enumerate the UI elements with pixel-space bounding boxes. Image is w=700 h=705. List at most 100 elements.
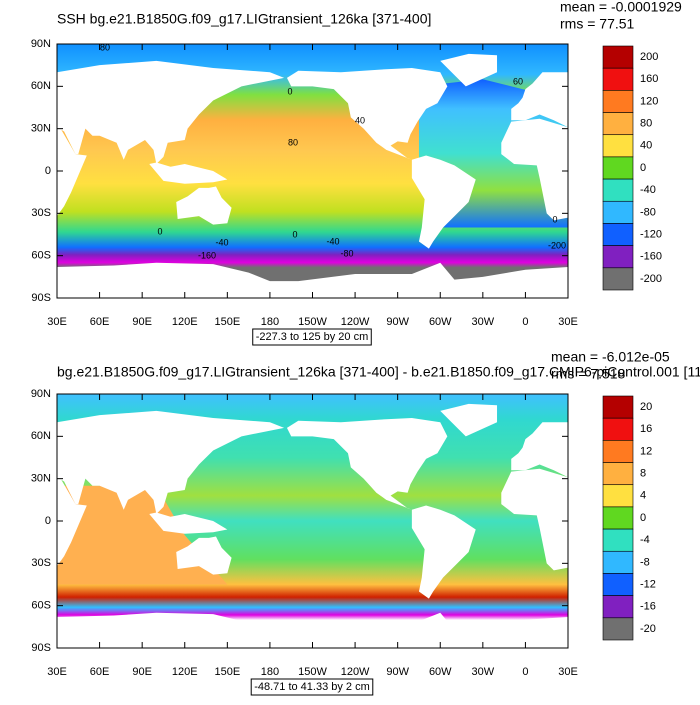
panel-title: bg.e21.B1850G.f09_g17.LIGtransient_126ka… [57,364,700,380]
mean-stat: mean = -0.0001929 [560,0,682,15]
lat-label: 60N [31,430,51,442]
land [511,422,568,478]
colorbar-box [602,45,634,69]
lon-label: 60W [429,316,452,328]
land [411,155,476,249]
colorbar-label: 200 [640,51,658,63]
lon-label: 0 [522,666,528,678]
colorbar-box [602,267,634,291]
colorbar-label: 16 [640,423,652,435]
colorbar-box [602,617,634,641]
contour-info: -227.3 to 125 by 20 cm [256,331,369,343]
colorbar-box [602,506,634,530]
colorbar-box [602,112,634,136]
land [149,162,228,184]
colorbar-label: 80 [640,118,652,130]
colorbar-label: -20 [640,623,656,635]
colorbar-label: -80 [640,206,656,218]
colorbar-label: -40 [640,184,656,196]
colorbar-box [602,134,634,158]
lon-label: 60E [90,316,110,328]
colorbar-label: -160 [640,251,662,263]
colorbar-label: 40 [640,140,652,152]
contour-label: -160 [198,250,216,260]
lat-label: 60S [31,250,51,262]
lat-label: 60S [31,600,51,612]
land [57,127,87,217]
land [440,403,498,437]
lat-label: 90S [31,292,51,304]
colorbar-label: 4 [640,490,646,502]
contour-label: -40 [215,237,228,247]
lon-label: 90E [132,316,152,328]
colorbar-box [602,178,634,202]
lon-label: 30E [47,316,67,328]
lat-label: 30N [31,473,51,485]
info-box [250,678,374,696]
contour-label: 0 [157,226,162,236]
colorbar-box [602,573,634,596]
contour-label: 60 [513,76,523,86]
lat-label: 90N [31,38,51,50]
colorbar-label: 0 [640,512,646,524]
land [501,468,568,571]
contour-label: 80 [100,42,110,52]
rms-stat: rms = 77.51 [560,16,635,32]
lon-label: 150E [214,666,240,678]
lon-label: 150E [214,316,240,328]
lon-label: 180 [261,316,279,328]
lon-label: 90W [386,666,409,678]
contour-label: 40 [355,115,365,125]
land [511,72,568,128]
land [286,67,448,160]
contour-label: 0 [552,214,557,224]
colorbar-box [602,90,634,113]
lat-label: 90S [31,642,51,654]
colorbar-label: -120 [640,228,662,240]
contour-label: 80 [288,137,298,147]
panel-title: SSH bg.e21.B1850G.f09_g17.LIGtransient_1… [57,11,431,27]
colorbar-box [602,223,634,246]
colorbar-label: 20 [640,401,652,413]
colorbar-label: 8 [640,468,646,480]
lat-label: 0 [45,165,51,177]
colorbar-label: 0 [640,162,646,174]
colorbar-box [602,417,634,441]
lon-label: 180 [261,666,279,678]
colorbar-label: 160 [640,73,658,85]
lat-label: 30N [31,123,51,135]
colorbar-box [602,67,634,91]
lon-label: 120W [341,316,370,328]
colorbar-label: -8 [640,556,650,568]
lat-label: 60N [31,80,51,92]
contour-label: 0 [287,86,292,96]
lon-label: 30E [558,316,578,328]
lon-label: 150W [298,666,327,678]
colorbar-box [602,440,634,463]
mean-stat: mean = -6.012e-05 [551,349,670,365]
colorbar-box [602,462,634,486]
land [501,118,568,221]
lat-label: 0 [45,515,51,527]
land [176,186,232,225]
colorbar-box [602,156,634,180]
info-box [252,328,372,346]
colorbar-box [602,484,634,508]
land [440,53,498,87]
colorbar-box [602,245,634,269]
colorbar-label: -16 [640,601,656,613]
land [176,536,232,575]
colorbar-box [602,528,634,552]
lon-label: 60E [90,666,110,678]
land [57,410,285,514]
land [57,612,568,648]
land [411,505,476,599]
lon-label: 120E [172,666,198,678]
lat-label: 30S [31,207,51,219]
rms-stat: rms = 7.518 [551,366,626,382]
colorbar-label: -12 [640,578,656,590]
lat-label: 30S [31,557,51,569]
lon-label: 90E [132,666,152,678]
lon-label: 30W [472,666,495,678]
